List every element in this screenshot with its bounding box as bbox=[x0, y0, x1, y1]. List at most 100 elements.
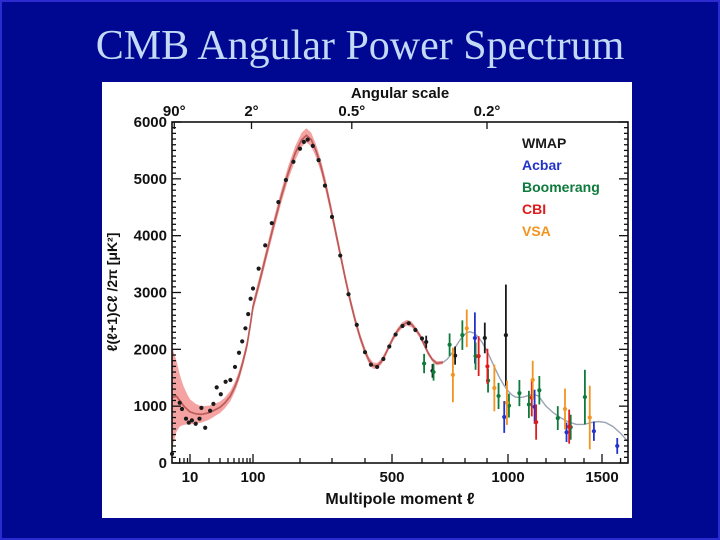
chart-panel: 0 1000 2000 3000 4000 5000 6000 10 100 500 1000 150… bbox=[102, 82, 632, 518]
x-tick-label: 1000 bbox=[491, 469, 524, 486]
data-point bbox=[208, 408, 213, 413]
x-axis-title: Multipole moment ℓ bbox=[325, 491, 474, 508]
data-point bbox=[502, 414, 507, 420]
axis-tick-labels: 0 1000 2000 3000 4000 5000 6000 10 100 500 1000 150… bbox=[134, 103, 619, 486]
data-point bbox=[310, 143, 315, 148]
data-point bbox=[354, 322, 359, 327]
data-point bbox=[203, 425, 208, 430]
y-axis-title: ℓ(ℓ+1)Cℓ /2π [μK²] bbox=[104, 233, 120, 352]
data-point bbox=[189, 418, 194, 423]
data-point bbox=[199, 405, 204, 410]
data-point bbox=[555, 416, 560, 421]
data-point bbox=[504, 400, 510, 405]
data-point bbox=[517, 390, 522, 396]
y-tick-label: 0 bbox=[159, 455, 167, 472]
data-points bbox=[169, 137, 620, 457]
data-point bbox=[368, 362, 374, 367]
data-point bbox=[177, 400, 182, 405]
data-point bbox=[537, 388, 542, 393]
data-point bbox=[496, 393, 501, 399]
data-point bbox=[297, 146, 303, 151]
data-point bbox=[240, 339, 245, 344]
data-point bbox=[197, 416, 202, 421]
data-point bbox=[228, 377, 233, 383]
data-point bbox=[236, 350, 242, 355]
angular-scale-tick-label: 2° bbox=[244, 103, 258, 120]
cmb-power-spectrum-chart: 0 1000 2000 3000 4000 5000 6000 10 100 500 1000 150… bbox=[104, 85, 629, 508]
series-vsa bbox=[450, 309, 592, 450]
data-point bbox=[243, 326, 248, 331]
data-point bbox=[453, 353, 458, 358]
data-point bbox=[301, 139, 306, 144]
data-point bbox=[582, 394, 587, 400]
series-wmap bbox=[169, 137, 508, 457]
data-point bbox=[615, 443, 620, 449]
data-point bbox=[472, 335, 477, 341]
series-boomerang bbox=[422, 320, 587, 440]
x-tick-label: 1500 bbox=[585, 469, 618, 486]
data-point bbox=[375, 364, 380, 370]
error-band bbox=[172, 128, 443, 449]
data-point bbox=[283, 177, 288, 183]
data-point bbox=[305, 137, 310, 142]
data-point bbox=[447, 342, 452, 347]
data-point bbox=[223, 379, 228, 384]
cosmic-variance-band bbox=[172, 128, 443, 449]
data-point bbox=[169, 451, 175, 457]
y-tick-label: 5000 bbox=[134, 171, 167, 188]
data-point bbox=[263, 243, 268, 248]
data-point bbox=[413, 327, 418, 333]
data-point bbox=[591, 429, 596, 434]
data-point bbox=[419, 336, 425, 341]
data-point bbox=[322, 183, 328, 188]
data-point bbox=[387, 344, 392, 349]
model-curve-red bbox=[171, 134, 444, 416]
data-point bbox=[587, 415, 592, 420]
data-point bbox=[381, 356, 386, 362]
data-point bbox=[214, 385, 219, 390]
data-point bbox=[338, 253, 343, 258]
legend-entry-vsa: VSA bbox=[522, 223, 551, 239]
data-point bbox=[218, 392, 223, 397]
data-point bbox=[179, 406, 185, 412]
data-point bbox=[473, 354, 478, 359]
series-acbar bbox=[472, 312, 620, 454]
legend-entry-boomerang: Boomerang bbox=[522, 179, 600, 195]
data-point bbox=[193, 421, 198, 426]
data-point bbox=[269, 221, 274, 226]
data-point bbox=[211, 401, 216, 406]
data-point bbox=[291, 159, 296, 164]
data-point bbox=[567, 424, 572, 429]
data-point bbox=[476, 354, 481, 359]
y-tick-label: 1000 bbox=[134, 398, 167, 415]
data-point bbox=[492, 385, 497, 391]
data-point bbox=[250, 286, 256, 291]
data-point bbox=[316, 157, 321, 163]
data-point bbox=[460, 333, 465, 338]
data-point bbox=[424, 339, 429, 345]
data-point bbox=[534, 419, 539, 425]
data-point bbox=[464, 326, 469, 331]
data-point bbox=[248, 296, 253, 301]
x-tick-label: 10 bbox=[182, 469, 199, 486]
y-tick-label: 4000 bbox=[134, 228, 167, 245]
data-point bbox=[393, 332, 398, 337]
data-point bbox=[246, 311, 251, 317]
data-point bbox=[482, 335, 487, 341]
x-tick-label: 500 bbox=[379, 469, 404, 486]
legend-entry-cbi: CBI bbox=[522, 201, 546, 217]
axis-ticks bbox=[172, 121, 628, 464]
data-point bbox=[422, 361, 427, 366]
data-point bbox=[526, 402, 531, 407]
y-tick-label: 6000 bbox=[134, 114, 167, 131]
data-point bbox=[362, 350, 368, 355]
data-point bbox=[485, 364, 490, 369]
angular-scale-tick-label: 0.5° bbox=[338, 103, 365, 120]
angular-scale-tick-label: 90° bbox=[163, 103, 186, 120]
data-point bbox=[562, 406, 568, 412]
plot-frame bbox=[171, 121, 629, 464]
data-point bbox=[329, 214, 335, 220]
data-point bbox=[183, 416, 189, 421]
data-point bbox=[503, 333, 508, 338]
